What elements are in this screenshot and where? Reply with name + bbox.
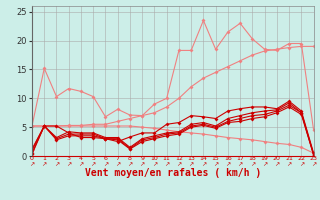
X-axis label: Vent moyen/en rafales ( km/h ): Vent moyen/en rafales ( km/h ): [85, 168, 261, 178]
